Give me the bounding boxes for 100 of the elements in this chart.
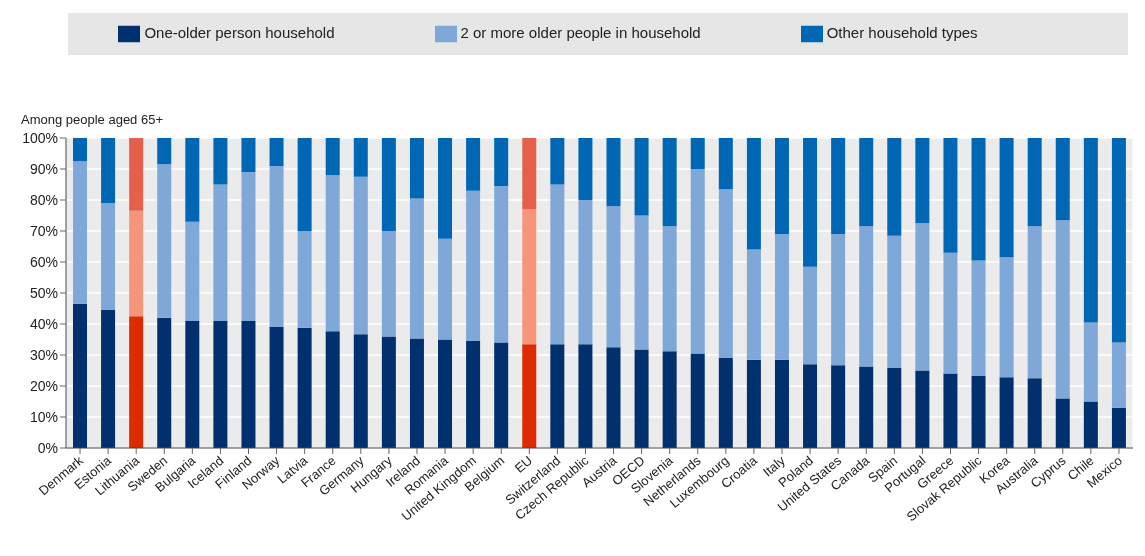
- bar: [409, 198, 424, 339]
- bar: [101, 138, 116, 204]
- bar: [578, 138, 593, 200]
- bar: [915, 138, 930, 224]
- bar: [269, 138, 284, 166]
- y-tick-label: 30%: [29, 346, 58, 363]
- bar: [466, 190, 481, 342]
- bar: [803, 138, 818, 267]
- bar: [129, 138, 144, 211]
- bar: [550, 184, 565, 345]
- y-tick-label: 90%: [29, 160, 58, 177]
- bar: [662, 351, 677, 448]
- bar: [185, 320, 200, 448]
- bar: [73, 138, 87, 162]
- bar: [1083, 138, 1098, 323]
- bar: [971, 376, 986, 448]
- bar: [999, 377, 1014, 448]
- legend-label: Other household types: [826, 23, 978, 41]
- bar: [353, 334, 368, 448]
- bar: [887, 235, 902, 369]
- bar: [438, 238, 453, 340]
- bar: [129, 316, 144, 448]
- y-tick-label: 40%: [29, 315, 58, 332]
- bar: [381, 336, 396, 448]
- bar: [803, 266, 818, 365]
- bar: [494, 186, 509, 343]
- bar: [269, 327, 284, 448]
- bar: [73, 303, 87, 448]
- bar: [381, 231, 396, 337]
- bar: [1111, 342, 1126, 408]
- bar: [409, 338, 424, 448]
- bar: [466, 341, 481, 448]
- bar: [241, 320, 256, 448]
- y-tick-label: 50%: [29, 284, 58, 301]
- bar: [1055, 138, 1070, 221]
- bar: [999, 138, 1014, 258]
- bar: [325, 331, 340, 448]
- bar: [718, 138, 733, 190]
- y-axis-title: Among people aged 65+: [20, 112, 164, 127]
- y-tick-label: 70%: [29, 222, 58, 239]
- bar: [1055, 220, 1070, 399]
- bar: [185, 221, 200, 321]
- bar: [241, 138, 256, 173]
- bar: [859, 226, 874, 367]
- bar: [494, 138, 509, 187]
- bar: [550, 344, 565, 448]
- bar: [522, 209, 537, 345]
- bar: [381, 138, 396, 231]
- bar: [943, 138, 958, 253]
- bar: [409, 138, 424, 199]
- bar: [634, 138, 649, 216]
- bar: [494, 342, 509, 448]
- bar: [297, 231, 312, 328]
- bar: [971, 138, 986, 261]
- bar: [1027, 138, 1042, 227]
- bar: [803, 364, 818, 448]
- y-tick-label: 80%: [29, 191, 58, 208]
- bar: [606, 138, 621, 207]
- bar: [746, 249, 761, 360]
- bar: [1083, 401, 1098, 448]
- bar: [606, 206, 621, 348]
- bar: [297, 138, 312, 231]
- bar: [774, 234, 789, 360]
- bar: [690, 353, 705, 448]
- bar: [690, 138, 705, 169]
- bar: [943, 252, 958, 374]
- bar: [915, 223, 930, 371]
- bar: [1083, 322, 1098, 402]
- bar: [578, 344, 593, 448]
- bar: [157, 138, 172, 165]
- bar: [522, 344, 537, 448]
- bar: [353, 138, 368, 177]
- bar: [634, 349, 649, 448]
- bar: [831, 234, 846, 366]
- bar: [213, 320, 228, 448]
- bar: [774, 138, 789, 235]
- bar: [1027, 226, 1042, 379]
- bar: [774, 359, 789, 448]
- bar: [887, 368, 902, 448]
- bar: [213, 138, 228, 185]
- bar: [690, 169, 705, 354]
- bar: [915, 370, 930, 448]
- y-tick-label: 60%: [29, 253, 58, 270]
- bar: [859, 366, 874, 448]
- bar: [887, 138, 902, 236]
- bar: [522, 138, 537, 210]
- bar: [550, 138, 565, 185]
- bar: [578, 200, 593, 345]
- bar: [746, 359, 761, 448]
- bar: [241, 172, 256, 321]
- bar: [353, 176, 368, 335]
- bar: [466, 138, 481, 191]
- bar: [606, 347, 621, 448]
- bar: [971, 260, 986, 377]
- bar: [718, 189, 733, 359]
- bar: [157, 164, 172, 318]
- bar: [831, 138, 846, 235]
- bar: [943, 373, 958, 448]
- bar: [297, 327, 312, 448]
- bar: [662, 226, 677, 352]
